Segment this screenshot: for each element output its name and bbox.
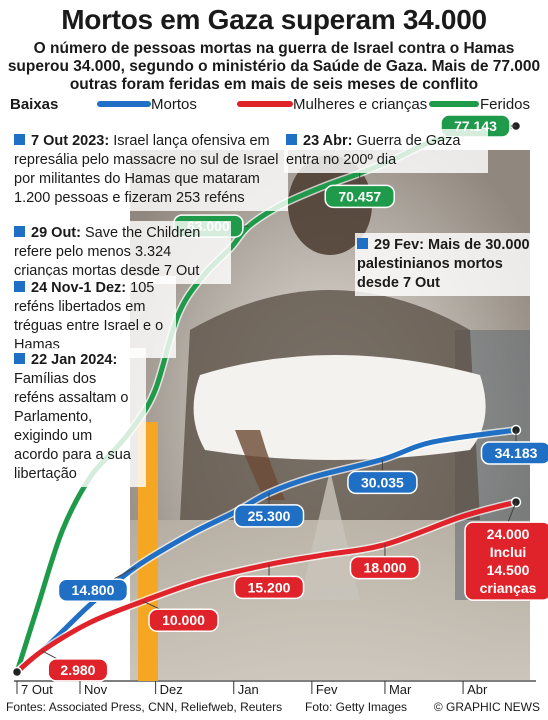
x-tick-label-3: Jan xyxy=(238,682,259,697)
page-subtitle: O número de pessoas mortas na guerra de … xyxy=(7,40,541,93)
value-label-6: 34.183 xyxy=(495,445,538,461)
value-box-10 xyxy=(349,555,421,580)
x-tick-label-2: Dez xyxy=(160,682,183,697)
annotation-line-1-2: crianças mortas desde 7 Out xyxy=(14,263,199,279)
callout-box xyxy=(464,521,548,601)
annotation-line-2-0: 24 Nov-1 Dez: 105 xyxy=(31,280,154,296)
annotation-marker-1 xyxy=(14,226,25,237)
callout-leader xyxy=(507,501,517,523)
legend-mortos: Mortos xyxy=(151,96,197,113)
women-children-callout: 24.000 Inclui 14.500 crianças xyxy=(464,501,548,601)
annotation-line-5-2: desde 7 Out xyxy=(357,275,440,291)
annotation-2: 24 Nov-1 Dez: 105 reféns libertados em tré… xyxy=(12,276,176,358)
annotation-line-3-6: libertação xyxy=(14,466,77,482)
annotation-bg-3 xyxy=(12,348,146,487)
x-tick-label-6: Abr xyxy=(467,682,488,697)
annotation-line-0-2: por militantes do Hamas que mataram xyxy=(14,171,260,187)
legend-title: Baixas xyxy=(10,96,58,113)
annotation-line-2-1: reféns libertados em xyxy=(14,299,145,315)
callout-line-2: 14.500 xyxy=(487,562,530,578)
x-tick-label-5: Mar xyxy=(389,682,412,697)
annotation-line-1-0: 29 Out: Save the Children xyxy=(31,225,200,241)
callout-line-0: 24.000 xyxy=(487,526,530,542)
annotation-line-4-1: entra no 200º dia xyxy=(286,152,397,168)
value-box-2 xyxy=(324,184,395,209)
annotation-marker-4 xyxy=(286,134,297,145)
value-box-3 xyxy=(57,578,129,602)
x-tick-label-1: Nov xyxy=(84,682,108,697)
value-label-5: 30.035 xyxy=(361,474,404,490)
value-label-3: 14.800 xyxy=(72,582,115,598)
value-box-5 xyxy=(347,470,418,495)
annotation-line-0-3: 1.200 pessoas e fizeram 253 reféns xyxy=(14,190,245,206)
annotation-marker-0 xyxy=(14,134,25,145)
callout-line-1: Inclui xyxy=(490,544,527,560)
annotation-bg-0 xyxy=(12,129,288,211)
value-label-7: 2.980 xyxy=(60,662,95,678)
value-box-9 xyxy=(233,575,305,600)
annotation-line-2-2: tréguas entre Israel e o xyxy=(14,318,163,334)
value-box-8 xyxy=(148,608,219,632)
annotation-0: 7 Out 2023: Israel lança ofensiva em repr… xyxy=(12,129,288,211)
annotation-line-3-1: Famílias dos xyxy=(14,371,96,387)
annotation-marker-3 xyxy=(14,353,25,364)
annotation-line-3-4: exigindo um xyxy=(14,428,92,444)
series-start-dot xyxy=(11,666,23,678)
annotation-line-1-1: refere pelo menos 3.324 xyxy=(14,244,171,260)
annotation-line-3-0: 22 Jan 2024: xyxy=(31,352,117,368)
x-tick-label-0: 7 Out xyxy=(21,682,53,697)
sources-credit: Fontes: Associated Press, CNN, Reliefweb… xyxy=(6,700,283,714)
annotation-line-0-0: 7 Out 2023: Israel lança ofensiva em xyxy=(31,133,270,149)
annotation-line-5-1: palestinianos mortos xyxy=(357,256,503,272)
legend-feridos: Feridos xyxy=(480,96,530,113)
value-label-8: 10.000 xyxy=(162,612,205,628)
value-label-9: 15.200 xyxy=(248,579,291,595)
annotation-3: 22 Jan 2024: Famílias dos reféns assaltam … xyxy=(12,348,146,487)
annotation-line-3-5: acordo para a sua xyxy=(14,447,132,463)
annotation-line-3-2: reféns assaltam o xyxy=(14,390,128,406)
annotation-4: 23 Abr: Guerra de Gaza entra no 200º dia xyxy=(284,129,488,173)
series-line-mulheres-e-crian-as xyxy=(14,499,519,675)
annotation-line-4-0: 23 Abr: Guerra de Gaza xyxy=(303,133,461,149)
annotation-bg-5 xyxy=(355,233,539,296)
annotation-marker-2 xyxy=(14,281,25,292)
timeline-annotations: 7 Out 2023: Israel lança ofensiva em repr… xyxy=(12,129,539,487)
value-box-4 xyxy=(233,504,305,528)
value-box-6 xyxy=(480,441,548,465)
publisher-credit: © GRAPHIC NEWS xyxy=(433,700,540,714)
annotation-5: 29 Fev: Mais de 30.000 palestinianos mort… xyxy=(355,233,539,296)
value-label-4: 25.300 xyxy=(248,508,291,524)
annotation-line-3-3: Parlamento, xyxy=(14,409,92,425)
page-title: Mortos em Gaza superam 34.000 xyxy=(61,4,487,35)
annotation-marker-5 xyxy=(357,238,368,249)
callout-line-3: crianças xyxy=(480,580,537,596)
value-box-7 xyxy=(47,658,109,682)
annotation-line-5-0: 29 Fev: Mais de 30.000 xyxy=(374,237,530,253)
x-tick-labels: 7 Out Nov Dez Jan Fev Mar Abr xyxy=(16,681,488,697)
annotation-bg-4 xyxy=(284,129,488,173)
photo-credit: Foto: Getty Images xyxy=(305,700,408,714)
value-label-10: 18.000 xyxy=(364,560,407,576)
legend: Baixas Mortos Mulheres e crianças Ferido… xyxy=(0,92,548,114)
annotation-1: 29 Out: Save the Children refere pelo men… xyxy=(12,221,231,284)
value-label-2: 70.457 xyxy=(338,188,381,204)
annotation-bg-2 xyxy=(12,276,176,358)
annotation-line-0-1: represália pelo massacre no sul de Israe… xyxy=(14,152,278,168)
legend-mulheres: Mulheres e crianças xyxy=(293,96,427,113)
x-tick-label-4: Fev xyxy=(316,682,338,697)
casualties-chart: 77.14363.00070.45714.80025.30030.03534.1… xyxy=(0,92,548,697)
annotation-bg-1 xyxy=(12,221,231,284)
